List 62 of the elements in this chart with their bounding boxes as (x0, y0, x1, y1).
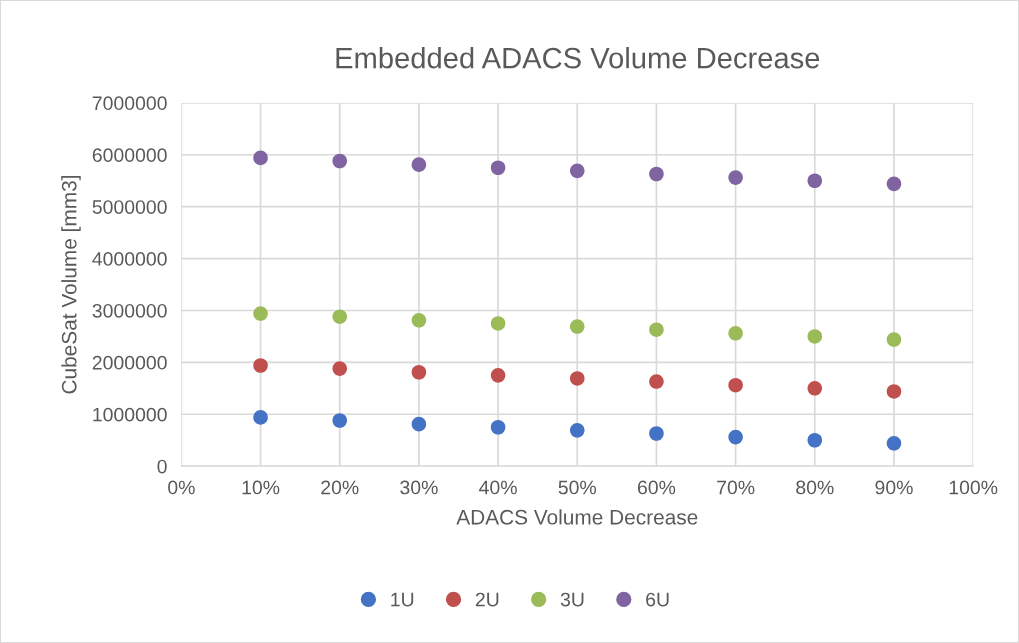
y-tick-label: 0 (157, 459, 167, 474)
point (490, 316, 506, 331)
point (490, 419, 506, 435)
point (569, 371, 585, 386)
x-tick-label: 20% (321, 480, 359, 495)
y-tick-label: 4000000 (92, 252, 167, 266)
point (490, 368, 506, 383)
point (569, 423, 585, 438)
point (807, 432, 823, 448)
x-tick-label: 50% (558, 480, 597, 495)
point (332, 153, 348, 169)
point (886, 436, 902, 451)
y-tick-label: 5000000 (92, 200, 167, 214)
point (807, 329, 823, 344)
legend-label: 3U (560, 592, 584, 607)
point (332, 309, 348, 324)
point (490, 160, 506, 176)
point (253, 410, 268, 425)
x-tick-label: 30% (400, 480, 438, 495)
point (728, 170, 743, 185)
point (411, 313, 427, 328)
point (886, 332, 902, 347)
point (649, 426, 664, 441)
point (728, 377, 743, 393)
chart-title: Embedded ADACS Volume Decrease (336, 47, 820, 69)
point (728, 429, 743, 445)
point (253, 306, 268, 321)
point (411, 416, 427, 432)
point (649, 322, 664, 337)
point (253, 358, 268, 373)
point (411, 157, 427, 172)
x-tick-label: 40% (479, 480, 517, 495)
point (649, 166, 664, 182)
y-tick-label: 6000000 (92, 148, 167, 163)
y-tick-label: 1000000 (93, 407, 167, 422)
y-tick-label: 2000000 (92, 355, 167, 370)
point (569, 319, 585, 334)
x-tick-label: 70% (717, 480, 755, 495)
point (332, 361, 348, 376)
point (807, 381, 823, 396)
point (332, 413, 348, 428)
y-tick-label: 3000000 (92, 303, 167, 318)
point (411, 364, 427, 380)
legend-label: 6U (646, 592, 669, 607)
y-tick-label: 7000000 (92, 96, 167, 111)
legend-label: 1U (391, 592, 414, 607)
point (886, 176, 902, 192)
point (886, 384, 902, 399)
x-tick-label: 100% (949, 480, 998, 495)
point (728, 326, 743, 341)
point (807, 173, 823, 189)
x-tick-label: 60% (637, 480, 676, 495)
x-tick-label: 90% (875, 480, 913, 495)
x-tick-label: 80% (796, 480, 834, 495)
point (649, 374, 664, 389)
legend-label: 2U (475, 592, 499, 607)
y-axis-title: CubeSat Volume [mm3] (61, 176, 81, 394)
point (569, 163, 585, 179)
x-tick-label: 10% (242, 480, 280, 495)
x-tick-label: 0% (168, 480, 195, 495)
x-axis-title: ADACS Volume Decrease (456, 509, 698, 525)
point (253, 150, 268, 166)
